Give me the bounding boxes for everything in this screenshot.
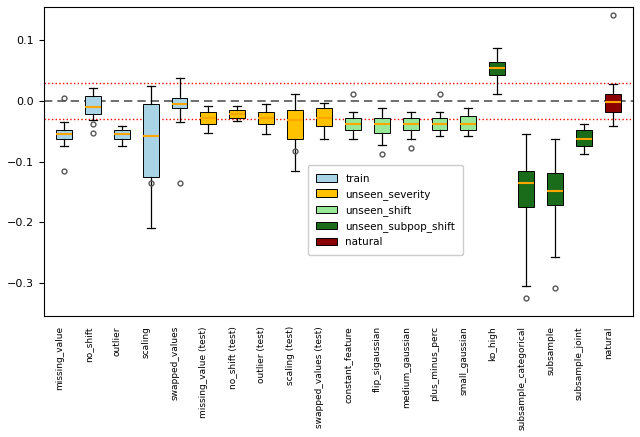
PathPatch shape bbox=[56, 130, 72, 139]
PathPatch shape bbox=[431, 118, 447, 130]
PathPatch shape bbox=[172, 98, 188, 108]
PathPatch shape bbox=[287, 110, 303, 139]
PathPatch shape bbox=[460, 116, 476, 130]
Legend: train, unseen_severity, unseen_shift, unseen_subpop_shift, natural: train, unseen_severity, unseen_shift, un… bbox=[308, 165, 463, 256]
PathPatch shape bbox=[547, 173, 563, 205]
PathPatch shape bbox=[605, 94, 621, 112]
PathPatch shape bbox=[143, 104, 159, 177]
PathPatch shape bbox=[345, 118, 361, 130]
PathPatch shape bbox=[85, 96, 101, 114]
PathPatch shape bbox=[518, 171, 534, 207]
PathPatch shape bbox=[374, 118, 390, 132]
PathPatch shape bbox=[259, 112, 274, 124]
PathPatch shape bbox=[316, 108, 332, 126]
PathPatch shape bbox=[114, 130, 130, 139]
PathPatch shape bbox=[490, 62, 505, 76]
PathPatch shape bbox=[229, 110, 245, 118]
PathPatch shape bbox=[200, 112, 216, 124]
PathPatch shape bbox=[403, 118, 419, 130]
PathPatch shape bbox=[576, 130, 592, 146]
